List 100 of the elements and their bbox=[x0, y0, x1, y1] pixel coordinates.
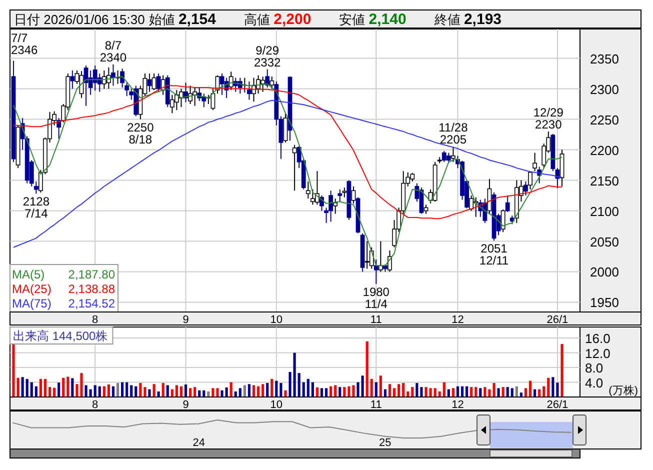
candlestick bbox=[505, 195, 510, 212]
bar bbox=[316, 387, 319, 397]
y-tick-label: 4.0 bbox=[585, 375, 604, 390]
annotation: 2128 7/14 bbox=[22, 194, 50, 221]
text: 安値 2,140 bbox=[339, 11, 406, 28]
candlestick bbox=[265, 68, 270, 88]
bar bbox=[484, 387, 486, 397]
x-tick-label: 26/1 bbox=[546, 314, 568, 326]
bar bbox=[502, 387, 504, 397]
annotation: 12/29 2230 bbox=[533, 105, 564, 132]
candlestick bbox=[528, 170, 532, 190]
x-tick-label: 24 bbox=[192, 437, 205, 449]
bar bbox=[262, 384, 264, 397]
annotation: 2250 8/18 bbox=[127, 120, 154, 146]
bar bbox=[452, 388, 455, 397]
bar bbox=[44, 378, 47, 397]
bar bbox=[30, 382, 33, 397]
annotation: 2051 12/11 bbox=[479, 242, 509, 268]
candlestick bbox=[378, 240, 383, 272]
candlestick bbox=[156, 73, 161, 92]
y-tick-label: 2150 bbox=[590, 173, 619, 188]
bar bbox=[456, 386, 460, 397]
bar bbox=[71, 378, 74, 397]
y-tick-label: 1950 bbox=[590, 295, 619, 310]
bar bbox=[398, 384, 400, 397]
y-tick-label: 2050 bbox=[590, 234, 619, 250]
bar bbox=[94, 385, 96, 397]
bar bbox=[84, 385, 88, 397]
y-tick-label: 2200 bbox=[590, 142, 619, 158]
bar bbox=[324, 388, 328, 397]
x-tick-label: 11 bbox=[370, 399, 382, 411]
bar bbox=[243, 385, 246, 397]
bar bbox=[470, 387, 473, 397]
x-tick-label: 10 bbox=[270, 314, 283, 326]
bar bbox=[343, 387, 346, 397]
bar bbox=[552, 377, 554, 397]
bar bbox=[402, 383, 405, 397]
y-tick-label: 16.0 bbox=[585, 331, 610, 346]
y-tick-label: 2300 bbox=[590, 82, 619, 97]
y-axis-title: (万株) bbox=[608, 384, 638, 397]
bar bbox=[411, 387, 414, 397]
x-tick-label: 10 bbox=[270, 399, 283, 411]
y-tick-label: 2000 bbox=[590, 264, 619, 280]
bar bbox=[126, 382, 128, 397]
candlestick bbox=[338, 188, 342, 202]
bar bbox=[392, 388, 396, 397]
bar bbox=[560, 344, 564, 397]
bar bbox=[442, 382, 446, 397]
bar bbox=[184, 384, 188, 397]
bar bbox=[21, 377, 24, 397]
bar bbox=[348, 386, 350, 397]
bar bbox=[48, 387, 52, 397]
bar bbox=[252, 385, 256, 397]
text: MA(75) 2,154.52 bbox=[12, 296, 115, 310]
x-tick-label: 9 bbox=[182, 314, 189, 326]
annotation: 7/7 2346 bbox=[11, 31, 38, 57]
bar bbox=[434, 388, 436, 397]
bar bbox=[166, 385, 169, 397]
candlestick bbox=[500, 209, 506, 233]
candlestick bbox=[369, 246, 374, 270]
x-tick-label: 8 bbox=[92, 314, 98, 326]
candlestick bbox=[524, 180, 528, 196]
candlestick bbox=[532, 152, 537, 172]
x-tick-label: 25 bbox=[379, 437, 392, 449]
x-tick-label: 8 bbox=[92, 399, 98, 411]
text: MA(25) 2,138.88 bbox=[12, 282, 115, 296]
y-tick-label: 8.0 bbox=[585, 360, 604, 376]
candlestick bbox=[238, 77, 242, 94]
bar bbox=[256, 386, 260, 397]
bar bbox=[280, 383, 282, 397]
bar bbox=[220, 390, 224, 397]
candlestick bbox=[184, 82, 188, 103]
bar bbox=[180, 386, 183, 397]
bar bbox=[144, 387, 146, 397]
x-tick-label: 11 bbox=[370, 314, 382, 326]
chart-title: 日付 2026/01/06 15:30 bbox=[14, 12, 145, 27]
candlestick bbox=[374, 259, 378, 284]
bar bbox=[148, 389, 151, 397]
candlestick bbox=[333, 198, 338, 214]
bar bbox=[474, 387, 478, 397]
bar bbox=[134, 386, 138, 397]
bar bbox=[330, 386, 332, 397]
bar bbox=[116, 383, 120, 397]
y-tick-label: 2350 bbox=[590, 51, 619, 66]
candlestick bbox=[469, 195, 474, 212]
bar bbox=[130, 385, 133, 397]
annotation: 9/29 2332 bbox=[254, 43, 282, 70]
bar bbox=[58, 382, 60, 397]
bar bbox=[542, 386, 546, 397]
text: 高値 2,200 bbox=[244, 11, 312, 28]
bar bbox=[34, 386, 38, 397]
candlestick bbox=[342, 187, 347, 198]
bar bbox=[497, 388, 500, 397]
bar bbox=[547, 378, 550, 397]
bar bbox=[248, 384, 251, 397]
y-tick-label: 2100 bbox=[590, 204, 619, 219]
text: 終値 2,193 bbox=[433, 11, 502, 28]
bar bbox=[139, 383, 142, 397]
chart-title: 出来高 144,500株 bbox=[13, 329, 108, 343]
candlestick bbox=[106, 66, 111, 90]
